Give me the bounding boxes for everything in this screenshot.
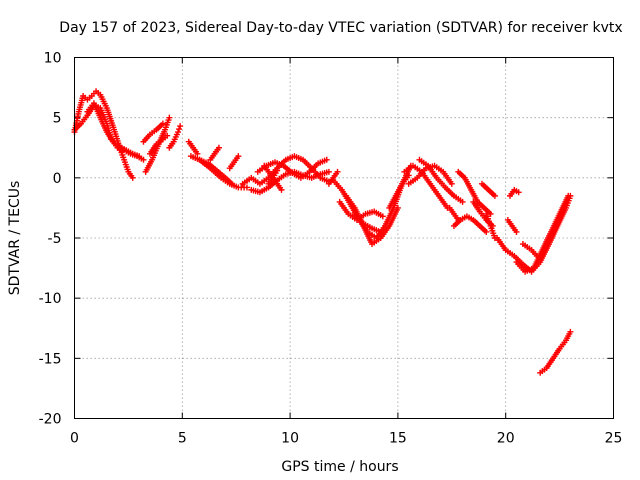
y-tick-label: 10 [44, 51, 62, 67]
x-tick-label: 5 [178, 431, 187, 447]
series-track [483, 210, 498, 241]
x-tick-label: 0 [70, 431, 79, 447]
y-tick-label: -10 [39, 291, 62, 307]
series-track [351, 210, 384, 235]
data-point [194, 150, 201, 157]
series-track [519, 198, 570, 263]
data-point [491, 192, 498, 199]
series-track [386, 172, 412, 211]
series-track [507, 186, 522, 199]
series-track [207, 144, 222, 163]
data-point [565, 192, 572, 199]
x-tick-labels: 0 5 10 15 20 25 [70, 431, 622, 447]
data-point [459, 198, 466, 205]
data-point [394, 204, 401, 211]
data-point [176, 126, 183, 133]
x-tick-label: 25 [605, 431, 623, 447]
y-tick-label: -20 [39, 412, 62, 428]
data-point [405, 172, 412, 179]
data-point [483, 228, 490, 235]
series-track [114, 144, 147, 163]
data-point [567, 328, 574, 335]
series-track [226, 153, 242, 172]
data-point [379, 213, 386, 220]
series-track [261, 162, 285, 193]
series-track [142, 114, 173, 175]
data-point [243, 184, 250, 191]
y-tick-label: 0 [53, 171, 62, 187]
y-tick-label: -5 [48, 231, 62, 247]
data-point [515, 189, 522, 196]
x-tick-label: 15 [389, 431, 407, 447]
x-tick-label: 20 [497, 431, 515, 447]
data-point [323, 156, 330, 163]
series-track [455, 168, 494, 217]
data-point [215, 144, 222, 151]
series-track [537, 328, 574, 376]
series-track [416, 156, 466, 205]
x-tick-label: 10 [281, 431, 299, 447]
chart-title: Day 157 of 2023, Sidereal Day-to-day VTE… [59, 20, 622, 36]
data-point [334, 168, 341, 175]
y-tick-label: -15 [39, 351, 62, 367]
data-point [278, 186, 285, 193]
series-track [166, 123, 184, 151]
grid-lines [74, 57, 614, 419]
series-track [146, 132, 171, 157]
series-track [504, 216, 520, 235]
data-point [377, 228, 384, 235]
data-point [159, 120, 166, 127]
data-point [129, 174, 136, 181]
data-point [166, 114, 173, 121]
x-axis-label: GPS time / hours [281, 459, 398, 475]
data-marks [71, 88, 574, 376]
series-track [239, 153, 332, 187]
data-point [174, 129, 181, 136]
series-track [185, 138, 201, 157]
data-point [164, 132, 171, 139]
y-tick-label: 5 [53, 111, 62, 127]
y-tick-labels: 10 5 0 -5 -10 -15 -20 [39, 51, 62, 428]
series-track [254, 156, 330, 181]
series-track [478, 180, 498, 199]
y-axis-label: SDTVAR / TECUs [7, 181, 23, 296]
series-track [336, 198, 386, 223]
data-point [325, 168, 332, 175]
data-point [235, 153, 242, 160]
data-point [563, 198, 570, 205]
series-track [196, 156, 250, 191]
plot-frame [74, 57, 614, 419]
data-point [140, 156, 147, 163]
data-point [274, 167, 281, 174]
data-point [448, 180, 455, 187]
data-point [177, 123, 184, 130]
data-point [513, 228, 520, 235]
series-track [140, 120, 166, 145]
series-track [450, 213, 490, 235]
